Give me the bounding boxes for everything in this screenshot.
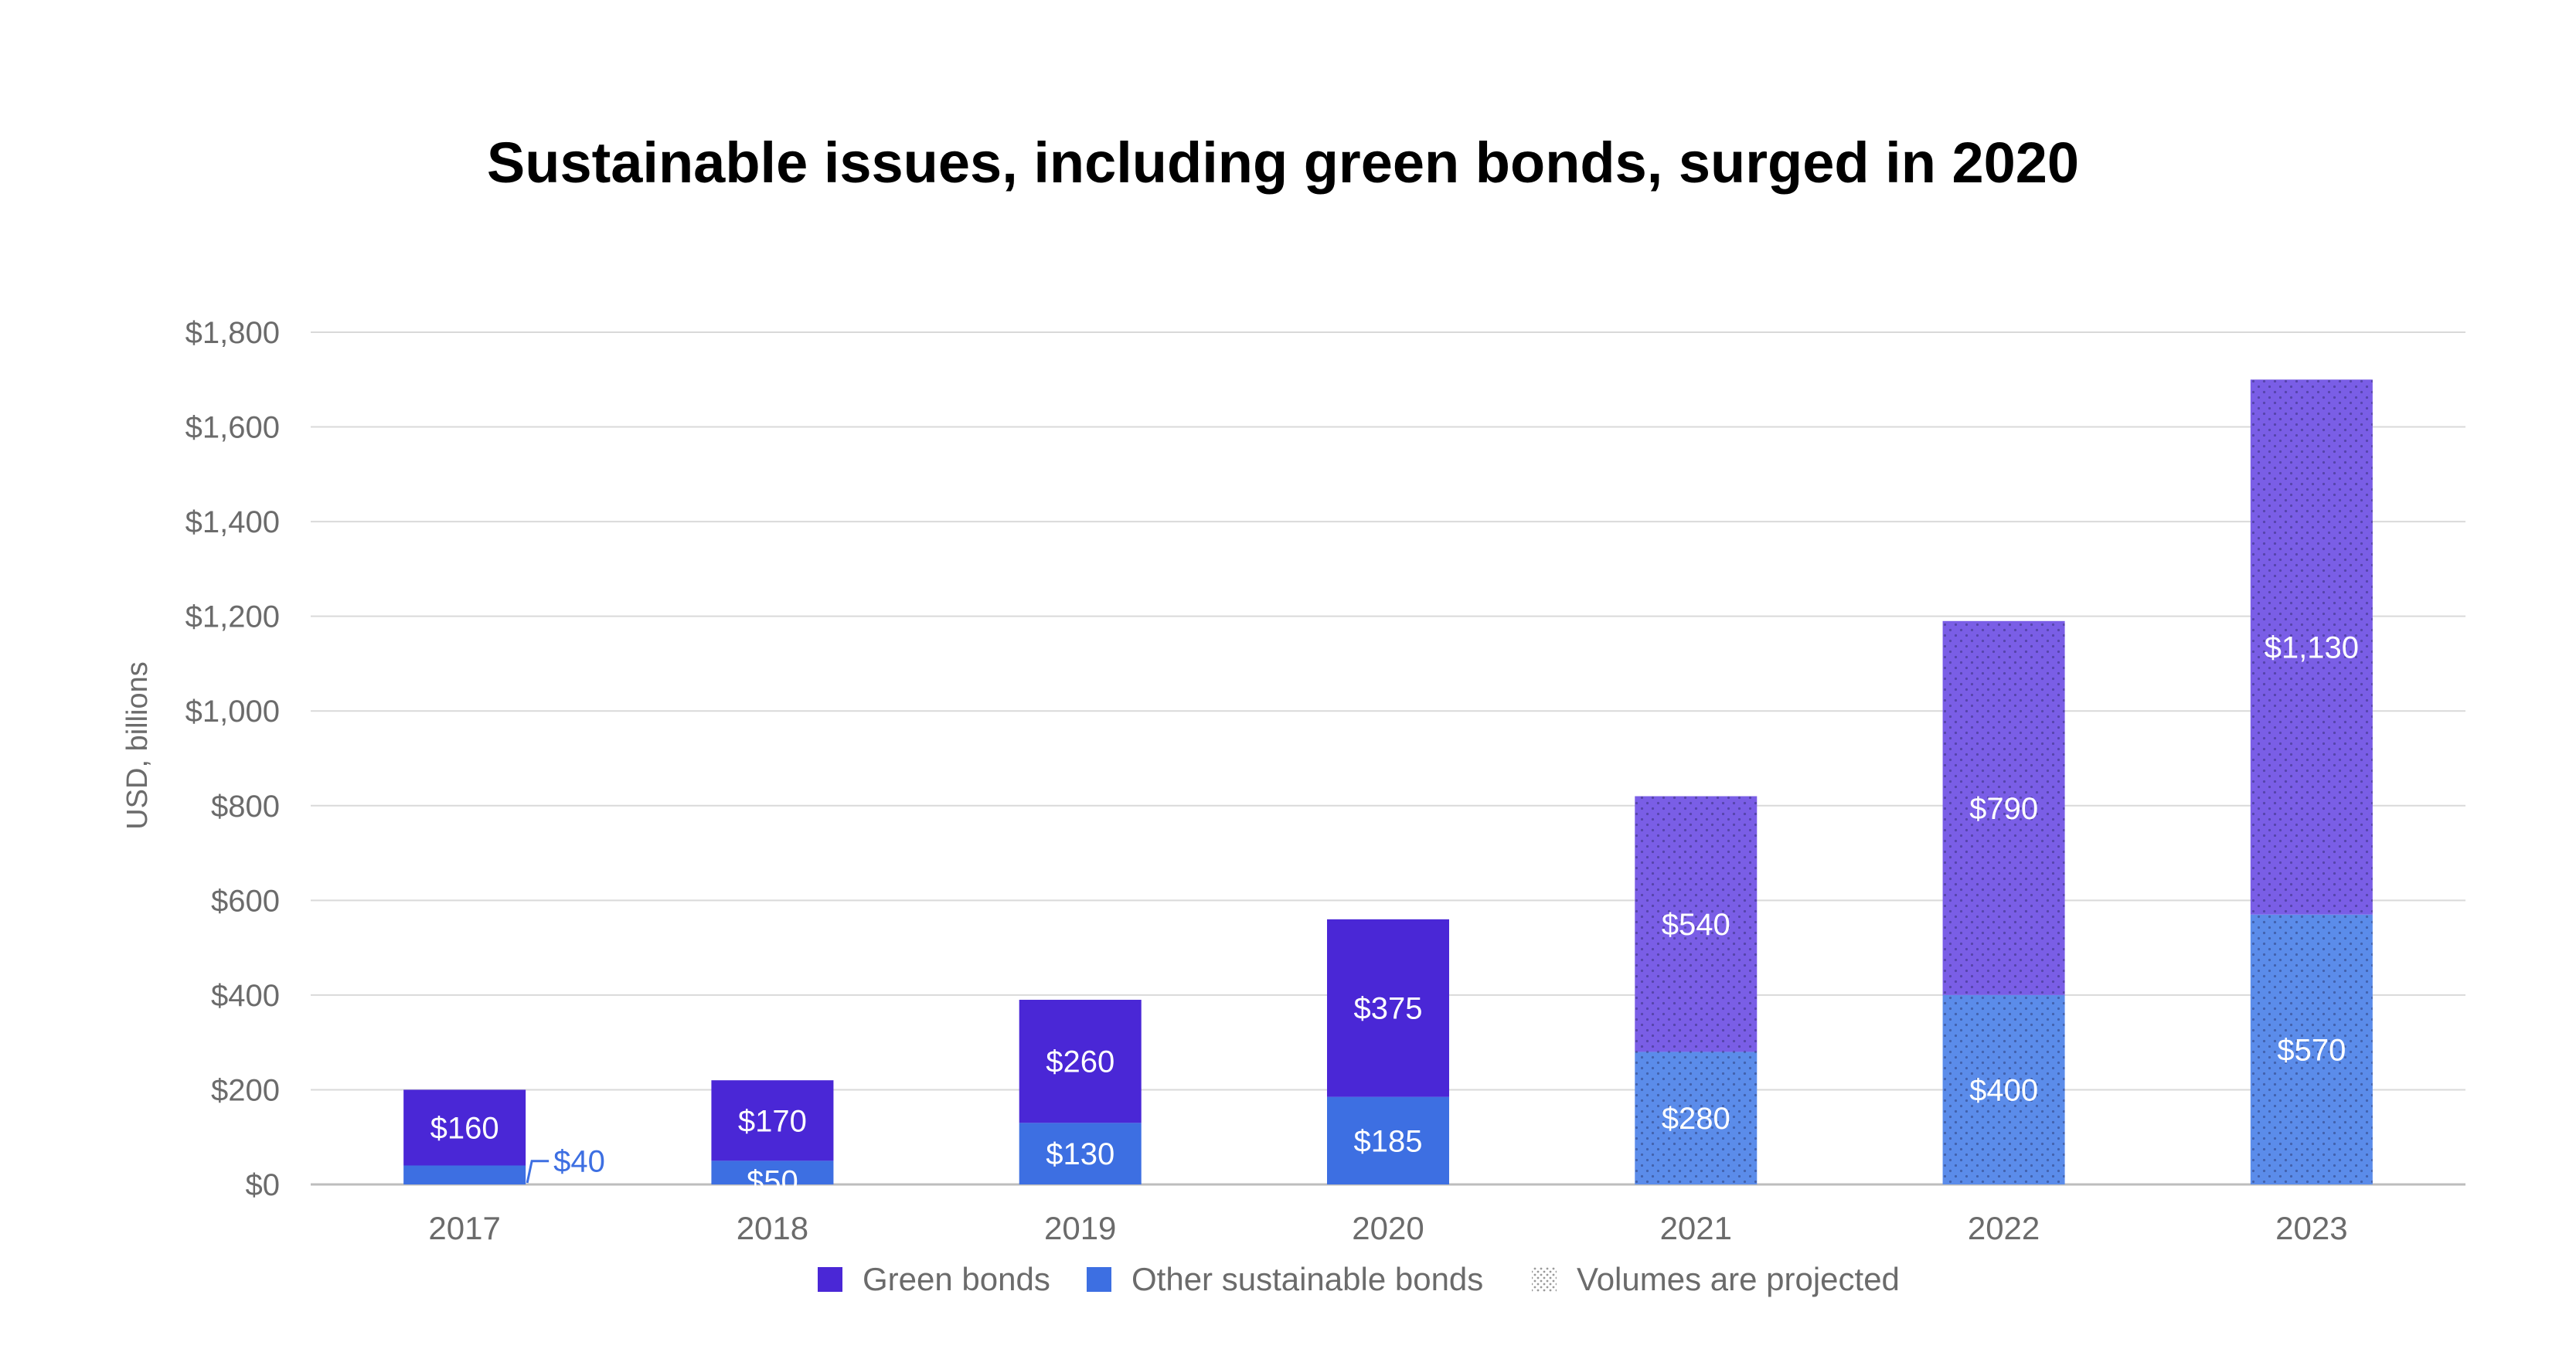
gridlines xyxy=(311,331,2465,1186)
data-label-green-bonds-2020: $375 xyxy=(1354,992,1423,1026)
data-label-green-bonds-2018: $170 xyxy=(738,1104,807,1138)
y-tick-label: $800 xyxy=(211,790,280,824)
y-tick-label: $1,800 xyxy=(185,316,280,350)
y-axis-ticks: $0 $200 $400 $600 $800 $1,000 $1,200 $1,400 $1,6… xyxy=(185,316,280,1202)
legend-swatch-other-sustainable-bonds xyxy=(1087,1267,1111,1292)
data-label-other-sustainable-bonds-2021: $280 xyxy=(1662,1102,1730,1136)
legend-label-volumes-projected: Volumes are projected xyxy=(1577,1261,1900,1297)
bar-projected-overlay-green-bonds-2021 xyxy=(1635,796,1758,1052)
y-tick-label: $600 xyxy=(211,884,280,918)
x-tick-label: 2021 xyxy=(1660,1210,1732,1246)
bar-other-sustainable-bonds-2019 xyxy=(1019,1123,1142,1184)
y-axis-label: USD, billions xyxy=(121,661,154,830)
data-label-other-sustainable-bonds-2017: $40 xyxy=(553,1145,605,1179)
y-tick-label: $1,400 xyxy=(185,505,280,539)
data-label-other-sustainable-bonds-2022: $400 xyxy=(1969,1073,2038,1107)
data-label-green-bonds-2021: $540 xyxy=(1662,908,1730,942)
x-tick-label: 2023 xyxy=(2275,1210,2347,1246)
y-tick-label: $0 xyxy=(246,1168,281,1202)
data-label-green-bonds-2023: $1,130 xyxy=(2265,630,2359,664)
data-label-other-sustainable-bonds-2019: $130 xyxy=(1046,1137,1114,1171)
y-tick-label: $200 xyxy=(211,1073,280,1107)
bar-green-bonds-2017 xyxy=(403,1089,526,1166)
bar-projected-overlay-other-sustainable-bonds-2021 xyxy=(1635,1052,1758,1184)
bar-green-bonds-2020 xyxy=(1327,919,1449,1097)
legend: Green bonds Other sustainable bonds Volu… xyxy=(818,1261,1900,1297)
bar-other-sustainable-bonds-2018 xyxy=(711,1160,834,1184)
chart-title: Sustainable issues, including green bond… xyxy=(487,131,2079,195)
data-label-other-sustainable-bonds-2023: $570 xyxy=(2277,1033,2346,1067)
x-tick-label: 2018 xyxy=(737,1210,808,1246)
x-axis-ticks: 2017 2018 2019 2020 2021 2022 2023 xyxy=(428,1210,2347,1246)
y-tick-label: $400 xyxy=(211,979,280,1013)
legend-swatch-green-bonds xyxy=(818,1267,842,1292)
x-tick-label: 2022 xyxy=(1968,1210,2040,1246)
bar-projected-overlay-other-sustainable-bonds-2022 xyxy=(1942,994,2065,1184)
bar-green-bonds-2019 xyxy=(1019,1000,1142,1123)
bar-green-bonds-2018 xyxy=(711,1080,834,1161)
y-tick-label: $1,600 xyxy=(185,411,280,445)
bar-projected-overlay-green-bonds-2023 xyxy=(2250,379,2373,915)
data-label-other-sustainable-bonds-2018: $50 xyxy=(747,1164,798,1198)
callout-line xyxy=(526,1160,550,1184)
data-label-green-bonds-2019: $260 xyxy=(1046,1045,1114,1079)
x-tick-label: 2019 xyxy=(1044,1210,1116,1246)
legend-swatch-volumes-projected xyxy=(1532,1267,1557,1292)
bars xyxy=(403,379,2373,1184)
y-tick-label: $1,200 xyxy=(185,600,280,634)
data-label-green-bonds-2022: $790 xyxy=(1969,792,2038,826)
bar-other-sustainable-bonds-2020 xyxy=(1327,1096,1449,1184)
bar-other-sustainable-bonds-2017 xyxy=(403,1165,526,1184)
x-tick-label: 2017 xyxy=(428,1210,500,1246)
legend-label-green-bonds: Green bonds xyxy=(863,1261,1050,1297)
x-tick-label: 2020 xyxy=(1352,1210,1424,1246)
data-labels: $40 $160 $50 $170 $130 $260 $185 $375 $280 $540 $4… xyxy=(430,630,2359,1198)
data-label-green-bonds-2017: $160 xyxy=(430,1111,499,1145)
bar-projected-overlay-other-sustainable-bonds-2023 xyxy=(2250,914,2373,1184)
data-label-other-sustainable-bonds-2020: $185 xyxy=(1354,1124,1423,1158)
bar-projected-overlay-green-bonds-2022 xyxy=(1942,620,2065,995)
y-tick-label: $1,000 xyxy=(185,695,280,729)
legend-label-other-sustainable-bonds: Other sustainable bonds xyxy=(1131,1261,1483,1297)
